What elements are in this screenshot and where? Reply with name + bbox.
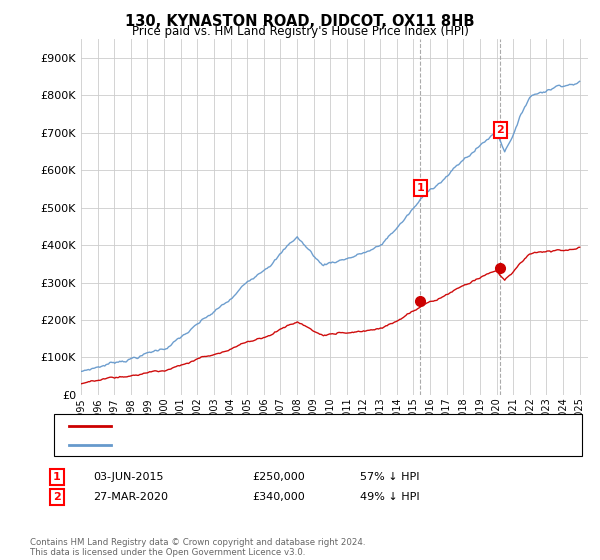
Text: 2: 2	[53, 492, 61, 502]
Text: 57% ↓ HPI: 57% ↓ HPI	[360, 472, 419, 482]
Text: Price paid vs. HM Land Registry's House Price Index (HPI): Price paid vs. HM Land Registry's House …	[131, 25, 469, 38]
Text: 130, KYNASTON ROAD, DIDCOT, OX11 8HB: 130, KYNASTON ROAD, DIDCOT, OX11 8HB	[125, 14, 475, 29]
Text: Contains HM Land Registry data © Crown copyright and database right 2024.
This d: Contains HM Land Registry data © Crown c…	[30, 538, 365, 557]
Text: 2: 2	[497, 125, 504, 135]
Text: 49% ↓ HPI: 49% ↓ HPI	[360, 492, 419, 502]
Text: 130, KYNASTON ROAD, DIDCOT, OX11 8HB (detached house): 130, KYNASTON ROAD, DIDCOT, OX11 8HB (de…	[120, 421, 438, 431]
Text: £340,000: £340,000	[252, 492, 305, 502]
Text: 27-MAR-2020: 27-MAR-2020	[93, 492, 168, 502]
Text: £250,000: £250,000	[252, 472, 305, 482]
Text: 03-JUN-2015: 03-JUN-2015	[93, 472, 163, 482]
Text: HPI: Average price, detached house, South Oxfordshire: HPI: Average price, detached house, Sout…	[120, 440, 407, 450]
Text: 1: 1	[53, 472, 61, 482]
Text: 1: 1	[416, 183, 424, 193]
